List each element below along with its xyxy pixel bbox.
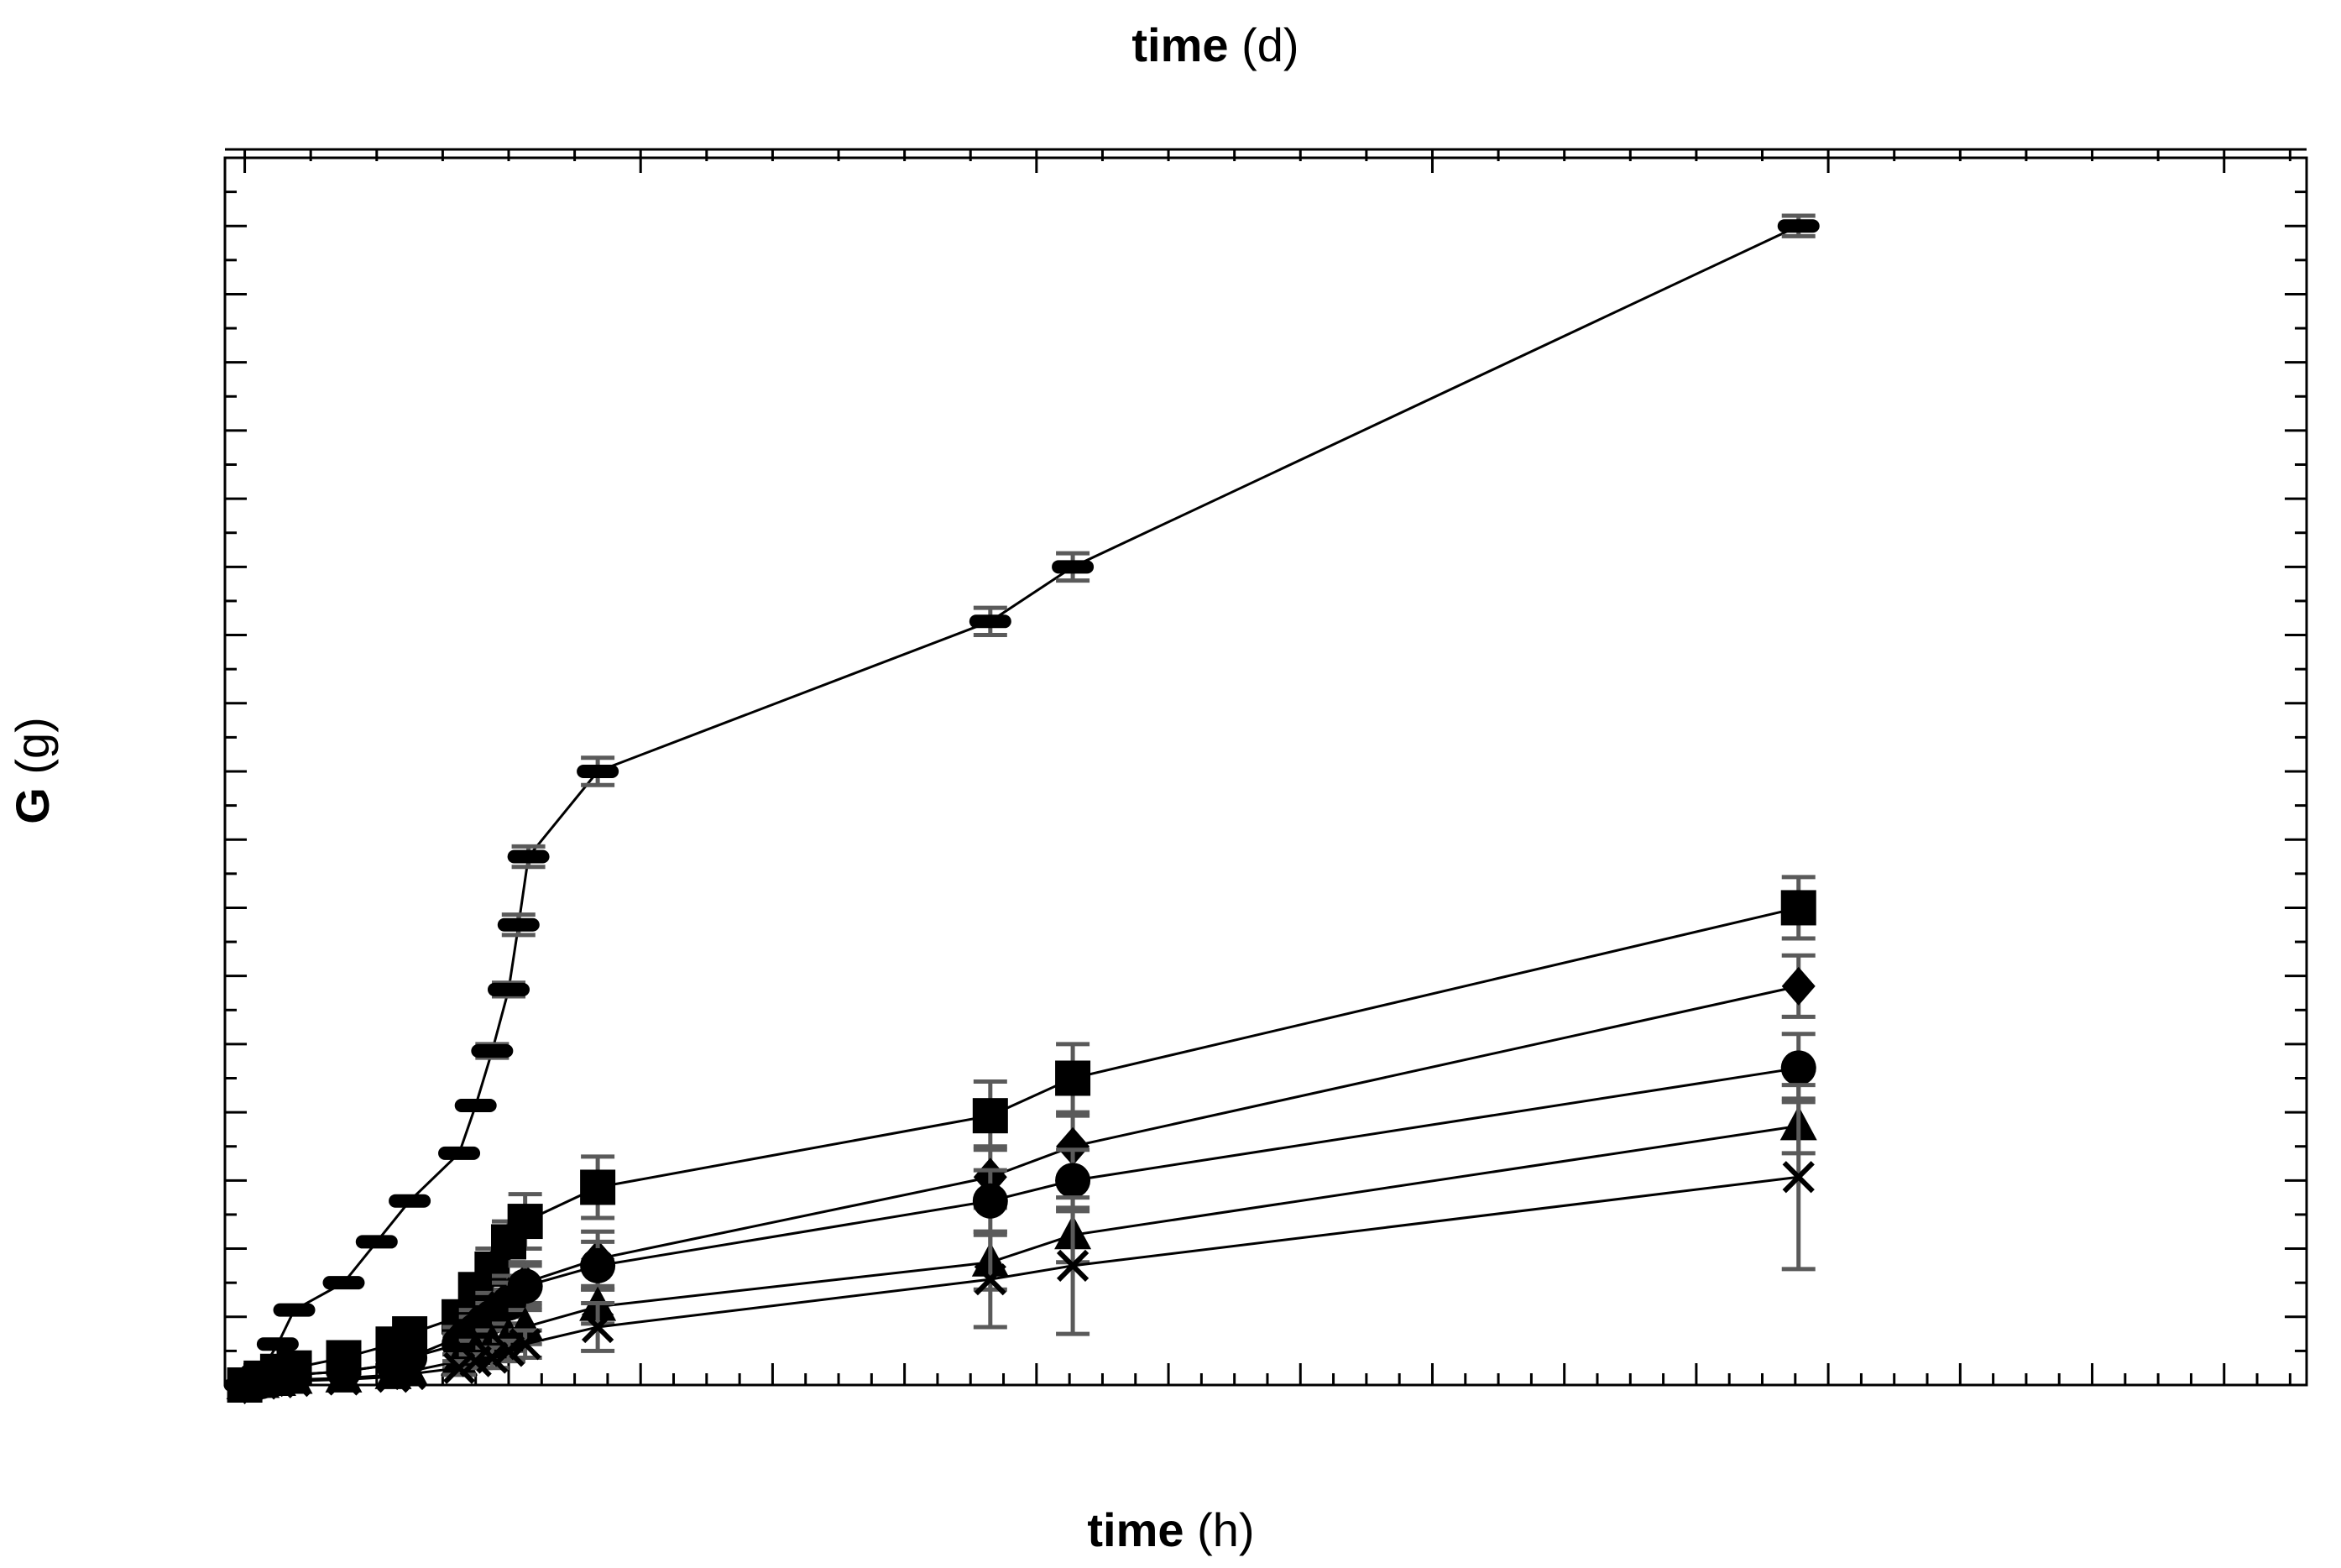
x-axis-title-unit: (h) (1197, 1503, 1254, 1556)
y-axis-title-unit: (g) (6, 717, 59, 774)
data-point (972, 1098, 1008, 1134)
data-point (275, 1359, 313, 1394)
data-point (1052, 560, 1095, 574)
data-point (325, 1357, 363, 1393)
data-point (509, 1328, 541, 1361)
x2-axis-title-unit: (d) (1241, 18, 1299, 71)
series-layer (223, 213, 1820, 1404)
data-point (580, 1247, 616, 1283)
series-commercial-film (228, 1083, 1816, 1402)
data-point (497, 917, 540, 932)
data-point (1780, 1050, 1816, 1086)
data-point (1781, 966, 1816, 1006)
data-point (492, 1335, 525, 1367)
x-axis-title: time (h) (1087, 1503, 1254, 1556)
data-point (1782, 1161, 1815, 1194)
y-axis-title-bold: G (6, 787, 59, 824)
data-point (1780, 890, 1816, 926)
data-point (476, 1341, 509, 1374)
data-point (1056, 1249, 1090, 1282)
data-point (327, 1363, 360, 1396)
data-point (507, 1204, 543, 1240)
data-point (969, 614, 1011, 629)
data-point (580, 1169, 616, 1205)
data-point (974, 1262, 1006, 1296)
data-point (438, 1146, 481, 1160)
data-point (1056, 1126, 1090, 1166)
data-point (972, 1183, 1008, 1219)
data-point (322, 1276, 365, 1290)
data-point (273, 1303, 316, 1317)
data-point (454, 1098, 497, 1112)
x2-axis-title-bold: time (1131, 18, 1228, 71)
data-point (507, 849, 550, 864)
x2-axis-title: time (d) (1131, 18, 1299, 71)
series-line (244, 1175, 1799, 1387)
data-point (471, 1044, 514, 1058)
data-point (393, 1357, 426, 1391)
data-point (507, 1268, 543, 1304)
data-point (442, 1351, 476, 1384)
data-point (1055, 1060, 1091, 1096)
x-axis-title-bold: time (1087, 1503, 1184, 1556)
data-point (391, 1351, 429, 1386)
data-point (278, 1365, 311, 1398)
data-point (256, 1337, 299, 1351)
data-point (488, 982, 530, 996)
data-point (355, 1235, 398, 1249)
data-point (1055, 1163, 1091, 1199)
data-point (577, 765, 619, 778)
axes (223, 148, 2308, 1387)
data-point (1777, 219, 1820, 233)
data-point (389, 1194, 431, 1208)
y-axis-title: G (g) (6, 717, 59, 824)
data-point (581, 1310, 614, 1344)
